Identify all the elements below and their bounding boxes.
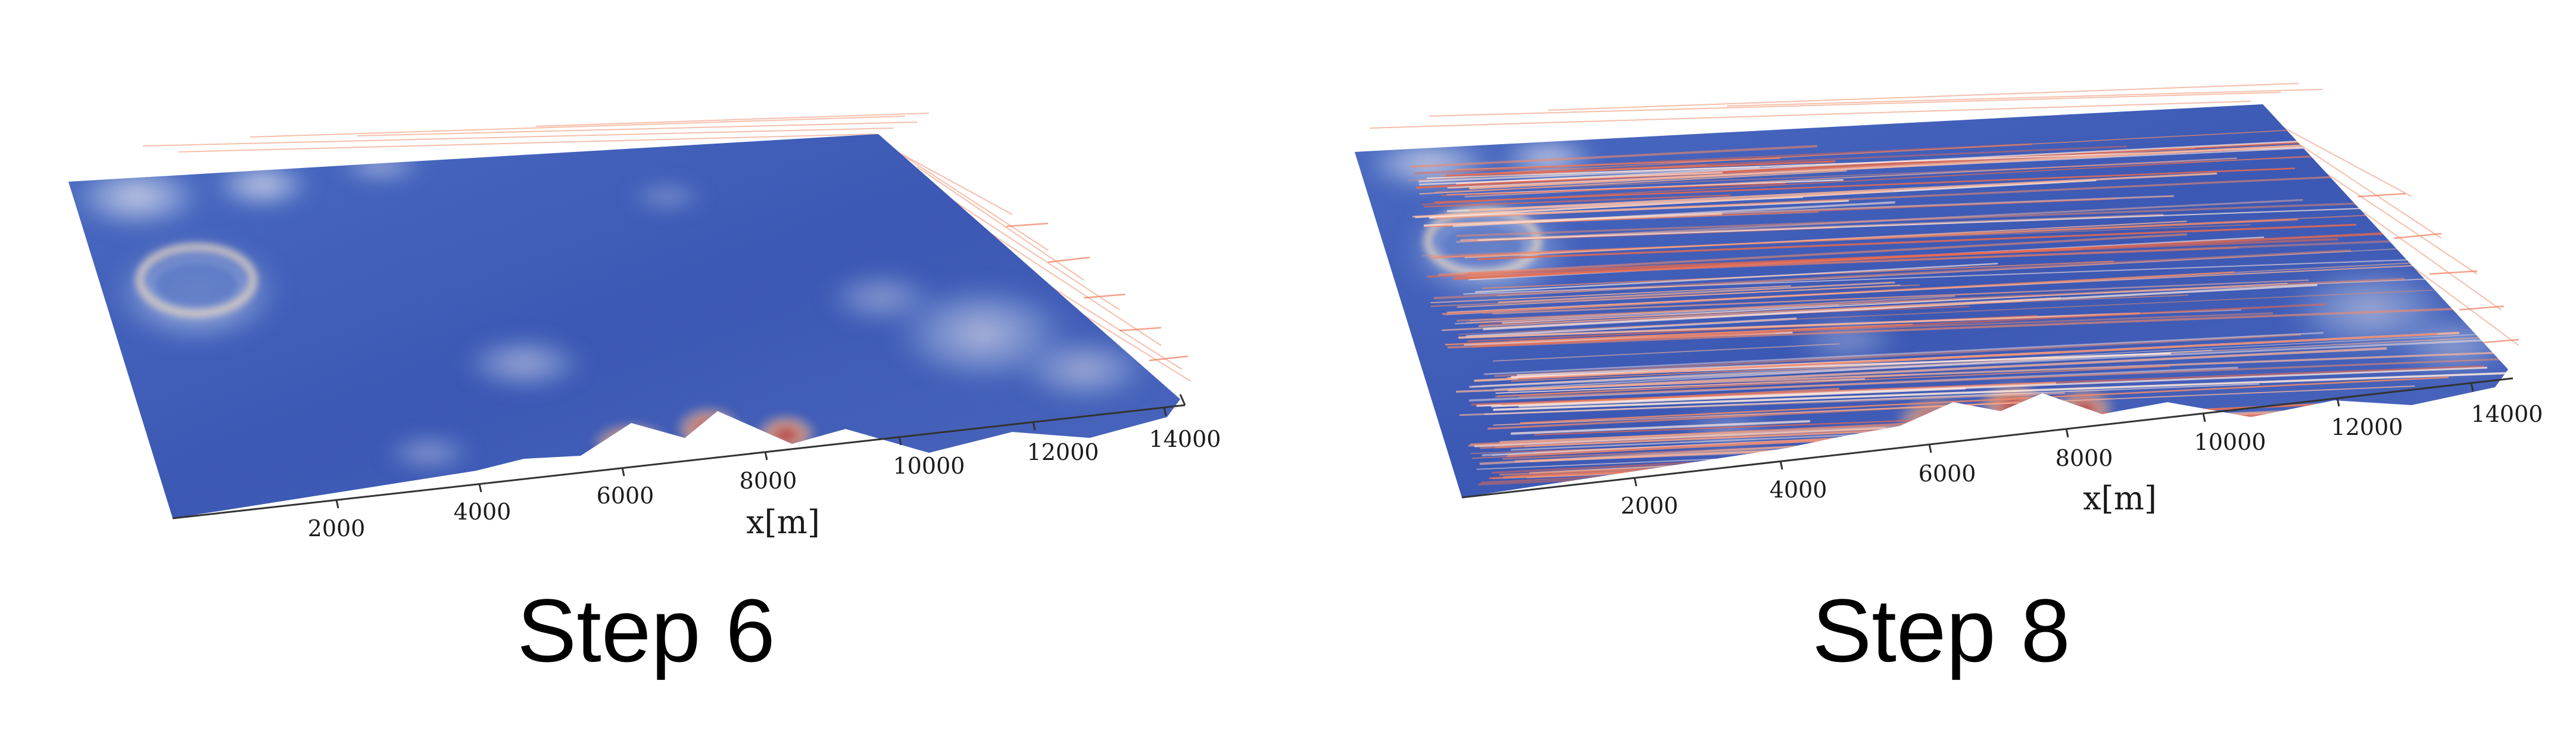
- x-tick-label: 2000: [1621, 493, 1679, 519]
- x-tick-label: 14000: [2471, 401, 2543, 427]
- streamline: [1497, 365, 2170, 397]
- streamline: [1434, 167, 2295, 203]
- streamline: [1447, 264, 2437, 313]
- streamline: [1471, 303, 2326, 348]
- streamline: [1445, 324, 1913, 346]
- streamline: [1495, 378, 1866, 394]
- streamline: [1491, 366, 2488, 408]
- streamline: [1520, 377, 2449, 424]
- streamline: [1478, 297, 2061, 327]
- streamline: [1484, 383, 2260, 415]
- streamline: [1441, 182, 1786, 196]
- streamline: [1418, 166, 1760, 183]
- streamline: [1447, 305, 2508, 349]
- x-tick-label: 12000: [2331, 414, 2403, 440]
- streamline: [1477, 223, 2357, 260]
- streamline: [1477, 207, 2365, 241]
- streamline: [1456, 136, 2386, 185]
- streamline: [1493, 343, 1840, 362]
- x-tick-label: 4000: [454, 499, 512, 525]
- streamline: [1438, 233, 2187, 276]
- streamline: [1433, 249, 2352, 300]
- streamline: [1430, 285, 1791, 304]
- flow-lines-edge: [2357, 192, 2519, 344]
- streamline: [1434, 172, 2426, 220]
- x-tick-label: 14000: [1149, 426, 1221, 452]
- x-axis-step-8: 2000 4000 6000 8000 10000 12000 14000 x[…: [1461, 377, 2543, 519]
- streamlines: [1408, 117, 2508, 486]
- terrain-surface: [68, 134, 1180, 518]
- x-tick-label: 4000: [1770, 477, 1827, 503]
- streamline: [1412, 189, 1894, 218]
- streamline: [1475, 263, 1998, 293]
- streamline: [1411, 145, 1817, 168]
- streamline: [1456, 351, 2508, 393]
- x-tick-label: 6000: [1919, 461, 1976, 487]
- step-caption: Step 8: [1812, 580, 2070, 680]
- streamline: [1419, 170, 1847, 195]
- streamline: [1463, 257, 2470, 295]
- streamline: [1518, 333, 2438, 380]
- streamline: [1457, 278, 2405, 322]
- streamline: [1509, 312, 2274, 343]
- x-tick-label: 12000: [1027, 439, 1099, 465]
- streamline: [1484, 332, 2324, 375]
- streamline: [1479, 443, 1840, 465]
- streamline: [1508, 347, 2387, 392]
- x-tick-label: 10000: [893, 453, 965, 479]
- panel-step-6: 2000 4000 6000 8000 10000 12000 14000 x[…: [68, 113, 1221, 680]
- streamline: [1464, 220, 2187, 259]
- x-axis-title: x[m]: [746, 503, 820, 541]
- x-tick-label: 8000: [740, 468, 797, 494]
- streamline: [1458, 290, 2434, 335]
- streamline: [1511, 352, 2171, 378]
- streamline: [1469, 172, 2218, 212]
- terrain-surface: [1355, 104, 2508, 497]
- streamline: [1431, 219, 2298, 259]
- x-axis-title: x[m]: [2083, 480, 2157, 517]
- streamline: [1479, 294, 2189, 324]
- x-axis-step-6: 2000 4000 6000 8000 10000 12000 14000 x[…: [172, 394, 1221, 542]
- flow-lines-edge: [1006, 222, 1189, 362]
- streamline: [1469, 339, 2483, 388]
- streamline: [1498, 281, 1895, 304]
- streamline: [1424, 194, 1730, 208]
- x-tick-label: 10000: [2194, 429, 2266, 455]
- streamline: [1469, 142, 2348, 190]
- streamline: [1496, 244, 2466, 297]
- streamline: [1421, 224, 2251, 257]
- streamline: [1458, 312, 2140, 339]
- streamline: [1453, 226, 2496, 280]
- streamline: [1465, 318, 1797, 338]
- streamline: [1483, 284, 2318, 331]
- step-caption: Step 6: [517, 580, 775, 680]
- streamline: [1511, 420, 1810, 435]
- streamline: [1471, 365, 2484, 406]
- x-tick-label: 8000: [2056, 445, 2113, 471]
- streamline: [1452, 201, 1895, 228]
- streamline: [1494, 334, 2301, 378]
- panel-step-8: 2000 4000 6000 8000 10000 12000 14000 x[…: [1355, 83, 2543, 680]
- streamline: [1408, 164, 1708, 181]
- streamline: [1414, 143, 2032, 175]
- streamline: [1519, 357, 2508, 399]
- streamline: [1456, 198, 2479, 237]
- x-tick-label: 2000: [308, 515, 366, 542]
- streamline: [1457, 284, 1901, 308]
- streamline: [1493, 371, 2508, 411]
- x-tick-label: 6000: [597, 483, 654, 509]
- streamline: [1483, 291, 2032, 314]
- flow-lines-background: [1369, 83, 2519, 346]
